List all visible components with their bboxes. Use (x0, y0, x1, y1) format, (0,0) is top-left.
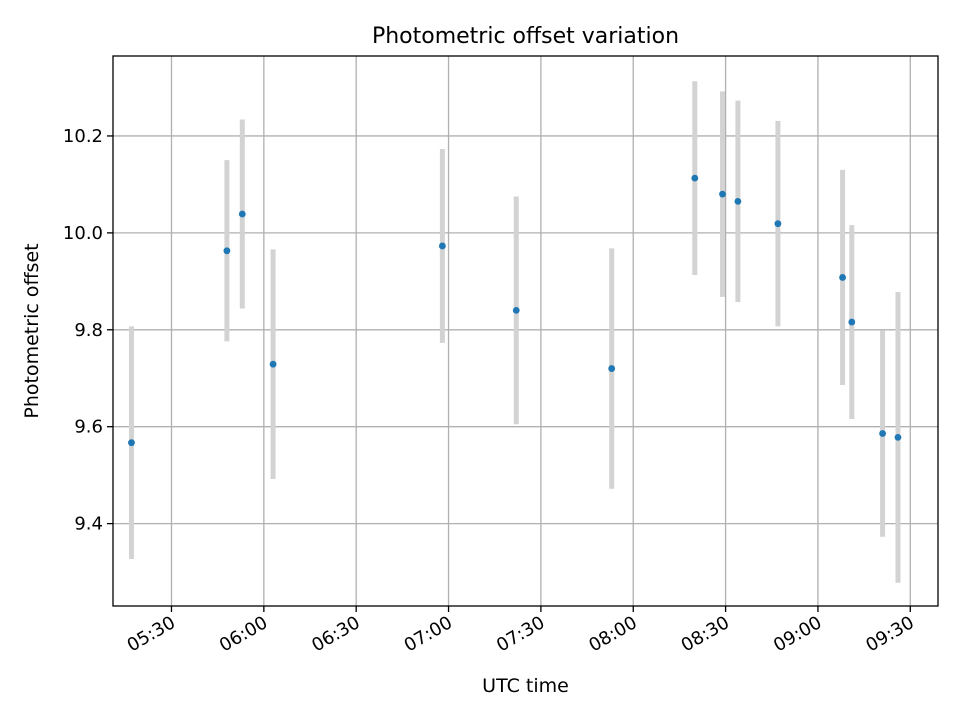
data-point (719, 190, 726, 198)
data-point (223, 247, 231, 255)
data-point (839, 274, 846, 281)
y-tick-label: 9.6 (74, 417, 103, 438)
chart-title: Photometric offset variation (372, 24, 679, 49)
data-point (774, 220, 782, 228)
data-point (512, 307, 520, 314)
data-points (128, 174, 902, 447)
y-axis-label: Photometric offset (21, 243, 43, 418)
data-point (894, 433, 902, 441)
data-point (238, 210, 246, 218)
data-point (734, 197, 742, 205)
data-point (269, 360, 277, 368)
data-point (438, 242, 446, 250)
plot-frame (112, 55, 939, 607)
y-tick-label: 10.0 (63, 223, 103, 244)
data-point (128, 439, 135, 447)
y-tick-label: 9.4 (74, 514, 103, 535)
data-point (608, 365, 616, 372)
x-axis-label: UTC time (482, 675, 569, 697)
y-tick-label: 10.2 (63, 126, 103, 147)
data-point (691, 174, 699, 182)
data-point (879, 430, 886, 437)
y-tick-label: 9.8 (74, 320, 103, 341)
grid (113, 56, 938, 606)
data-point (848, 318, 856, 326)
